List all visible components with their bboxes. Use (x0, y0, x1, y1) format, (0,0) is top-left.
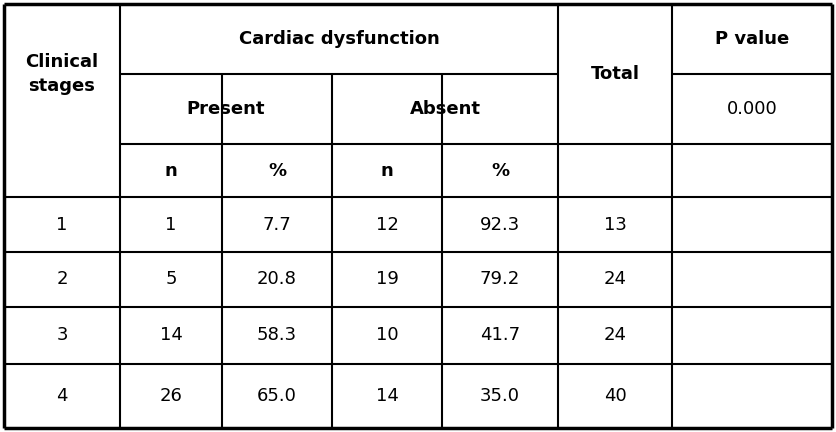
Text: 4: 4 (56, 387, 68, 405)
Text: 14: 14 (160, 327, 182, 344)
Text: 19: 19 (375, 270, 399, 289)
Text: 24: 24 (604, 270, 626, 289)
Text: 7.7: 7.7 (263, 216, 292, 234)
Text: Present: Present (186, 100, 265, 118)
Text: Total: Total (590, 65, 640, 83)
Text: n: n (165, 162, 177, 180)
Text: 2: 2 (56, 270, 68, 289)
Text: Absent: Absent (410, 100, 481, 118)
Text: 10: 10 (375, 327, 398, 344)
Text: n: n (380, 162, 394, 180)
Text: 0.000: 0.000 (726, 100, 777, 118)
Text: 1: 1 (56, 216, 68, 234)
Text: 24: 24 (604, 327, 626, 344)
Text: %: % (491, 162, 509, 180)
Text: 20.8: 20.8 (257, 270, 297, 289)
Text: 5: 5 (166, 270, 176, 289)
Text: 41.7: 41.7 (480, 327, 520, 344)
Text: 58.3: 58.3 (257, 327, 297, 344)
Text: 12: 12 (375, 216, 399, 234)
Text: P value: P value (715, 30, 789, 48)
Text: 1: 1 (166, 216, 176, 234)
Text: 40: 40 (604, 387, 626, 405)
Text: 92.3: 92.3 (480, 216, 520, 234)
Text: 35.0: 35.0 (480, 387, 520, 405)
Text: 13: 13 (604, 216, 626, 234)
Text: 79.2: 79.2 (480, 270, 520, 289)
Text: 14: 14 (375, 387, 399, 405)
Text: %: % (268, 162, 286, 180)
Text: Clinical
stages: Clinical stages (25, 53, 99, 95)
Text: 26: 26 (160, 387, 182, 405)
Text: 3: 3 (56, 327, 68, 344)
Text: 65.0: 65.0 (257, 387, 297, 405)
Text: Cardiac dysfunction: Cardiac dysfunction (238, 30, 440, 48)
